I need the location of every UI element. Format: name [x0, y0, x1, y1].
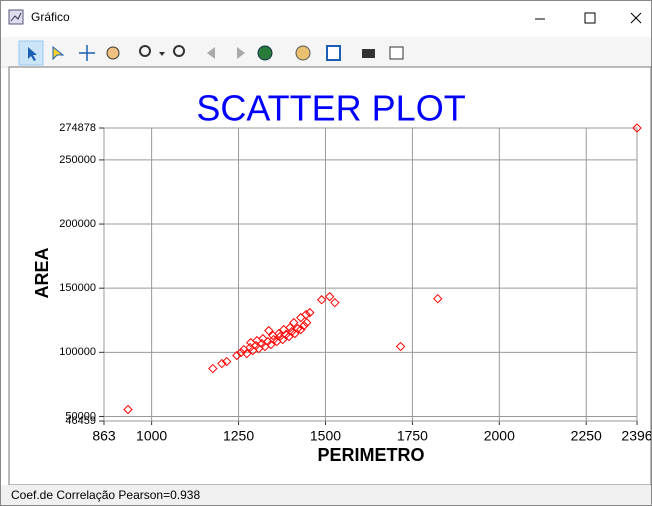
point: [324, 291, 335, 302]
close-button[interactable]: [630, 12, 642, 24]
y-tick-label: 274878: [59, 122, 96, 134]
tool-zoom-out[interactable]: [173, 45, 185, 57]
tool-save[interactable]: [326, 45, 341, 61]
chart-title: SCATTER PLOT: [196, 88, 465, 129]
plot-area: [103, 127, 638, 422]
point: [301, 309, 311, 320]
point: [258, 333, 268, 344]
tool-palette[interactable]: [295, 45, 311, 61]
x-tick-label: 1500: [310, 428, 341, 444]
y-tick-label: 250000: [59, 154, 96, 166]
x-tick-label: 2250: [571, 428, 602, 444]
title-bar: [1, 1, 651, 37]
tool-select2[interactable]: [52, 45, 65, 61]
point: [222, 356, 232, 367]
tool-cross[interactable]: [79, 45, 95, 61]
point: [433, 293, 443, 304]
y-axis-label: AREA: [32, 247, 52, 298]
y-tick-label: 100000: [59, 346, 96, 358]
point: [296, 324, 306, 335]
x-tick-label: 863: [92, 428, 116, 444]
point: [217, 358, 227, 369]
point: [632, 123, 642, 133]
point: [232, 350, 242, 361]
point: [123, 404, 133, 415]
point: [208, 363, 218, 374]
y-tick-label: 150000: [59, 282, 96, 294]
tool-select-icon: [28, 47, 37, 61]
x-tick-label: 1750: [397, 428, 428, 444]
x-tick-label: 2000: [484, 428, 515, 444]
app-icon-glyph: [10, 12, 22, 22]
point: [330, 297, 340, 308]
tool-camera[interactable]: [362, 49, 375, 58]
status-bar: [1, 485, 651, 505]
point: [316, 295, 327, 305]
point: [289, 317, 299, 328]
y-tick-label: 50000: [65, 410, 96, 422]
point: [285, 322, 295, 333]
y-tick-label: 200000: [59, 218, 96, 230]
point: [264, 325, 274, 336]
point: [299, 320, 309, 331]
tool-table[interactable]: [389, 46, 404, 60]
tool-zoom-menu[interactable]: [159, 52, 165, 56]
point: [274, 328, 284, 339]
point: [236, 347, 246, 358]
point: [242, 348, 252, 359]
x-tick-label: 2396: [621, 428, 651, 444]
tool-zoom-in[interactable]: [139, 45, 151, 57]
x-tick-label: 1000: [136, 428, 167, 444]
status-text: Coef.de Correlação Pearson=0.938: [11, 488, 200, 502]
tool-back[interactable]: [207, 47, 215, 59]
maximize-button[interactable]: [584, 12, 596, 24]
point: [395, 341, 406, 352]
x-axis-label: PERIMETRO: [317, 445, 424, 465]
tool-forward[interactable]: [237, 47, 245, 59]
window-title: Gráfico: [31, 10, 70, 24]
tool-pan[interactable]: [106, 46, 120, 60]
y-tick-label: 46459: [65, 415, 96, 427]
tool-globe[interactable]: [257, 45, 273, 61]
point: [292, 323, 303, 334]
x-tick-label: 1250: [223, 428, 254, 444]
point: [252, 335, 262, 346]
point: [301, 317, 312, 328]
chart: SCATTER PLOT PERIMETRO AREA 863 1000 1250 1…: [32, 88, 651, 465]
